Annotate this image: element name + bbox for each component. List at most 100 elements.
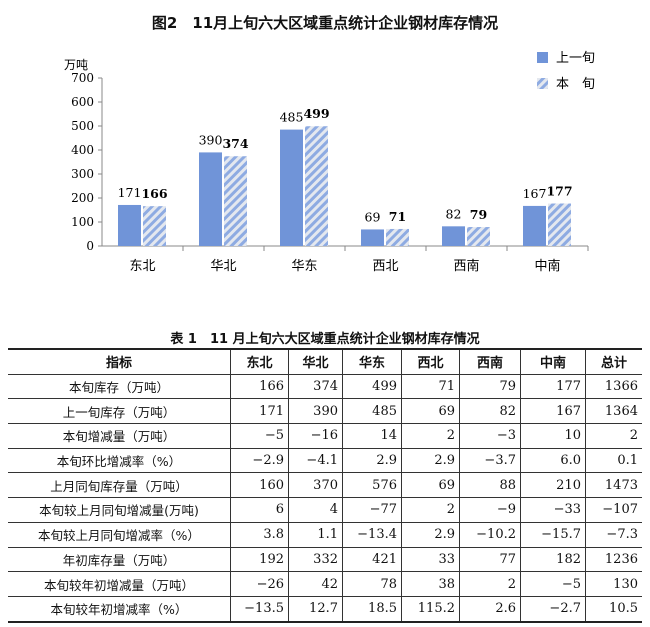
- table-cell: 69: [401, 472, 460, 499]
- table-cell: 210: [520, 472, 586, 499]
- table-row: 年初库存量（万吨） 192 332 421 33 77 182 1236: [8, 546, 642, 573]
- table-cell: −10.2: [459, 521, 521, 548]
- table-row: 本旬较上月同旬增减率（%） 3.8 1.1 −13.4 2.9 −10.2 −15.7 −7.…: [8, 521, 642, 548]
- column-header: 指标: [8, 347, 231, 375]
- row-label: 本旬增减量（万吨）: [8, 423, 231, 449]
- table-cell: −107: [585, 497, 642, 523]
- table-cell: 71: [401, 373, 460, 400]
- table-cell: −33: [520, 497, 586, 523]
- table-cell: 2.9: [401, 447, 460, 474]
- table-cell: 421: [342, 546, 402, 573]
- table-cell: 2: [401, 423, 460, 449]
- column-header: 西北: [401, 347, 460, 375]
- table-cell: 4: [288, 497, 343, 523]
- x-tick-label: 华东: [291, 259, 317, 274]
- table-cell: 166: [230, 373, 289, 400]
- chart-title: 图2 11月上旬六大区域重点统计企业钢材库存情况: [151, 14, 499, 32]
- table-cell: 33: [401, 546, 460, 573]
- x-tick-label: 西南: [453, 258, 479, 274]
- table-cell: 38: [401, 571, 460, 597]
- table-cell: 2: [401, 497, 460, 523]
- table-cell: −5: [230, 423, 289, 449]
- table-cell: 88: [459, 472, 521, 499]
- column-header: 东北: [230, 347, 289, 375]
- bar-previous: [361, 229, 384, 246]
- column-header: 中南: [520, 347, 586, 375]
- bar-chart: 万吨 0 100 200 300 400 500 600 700 东北 171 166 华北 390 374…: [64, 51, 595, 274]
- table-cell: 374: [288, 373, 343, 400]
- bar-current: [548, 203, 571, 246]
- y-tick-label: 400: [71, 143, 94, 157]
- table-cell: 18.5: [342, 595, 402, 623]
- column-header: 西南: [459, 347, 521, 375]
- data-label: 82: [446, 206, 462, 221]
- legend-label: 上一旬: [556, 51, 595, 66]
- table-cell: 2: [459, 571, 521, 597]
- table-cell: 12.7: [288, 595, 343, 623]
- table-cell: 2.6: [459, 595, 521, 623]
- table-cell: 1.1: [288, 521, 343, 548]
- y-axis-label: 万吨: [64, 58, 88, 72]
- table-cell: −15.7: [520, 521, 586, 548]
- bar-previous: [280, 129, 303, 246]
- data-label: 177: [546, 184, 572, 199]
- table-cell: 79: [459, 373, 521, 400]
- table-cell: 6.0: [520, 447, 586, 474]
- row-label: 本旬较上月同旬增减率（%）: [8, 521, 231, 548]
- table-cell: 78: [342, 571, 402, 597]
- table-row: 本旬较上月同旬增减量(万吨) 6 4 −77 2 −9 −33 −107: [8, 497, 642, 523]
- table-cell: −13.5: [230, 595, 289, 623]
- table-cell: −2.7: [520, 595, 586, 623]
- row-label: 本旬较上月同旬增减量(万吨): [8, 497, 231, 523]
- row-label: 上一旬库存（万吨）: [8, 398, 231, 425]
- bar-current: [386, 228, 409, 246]
- y-tick-label: 600: [71, 95, 94, 109]
- table-cell: 14: [342, 423, 402, 449]
- table-cell: 370: [288, 472, 343, 499]
- row-label: 本旬较年初增减量（万吨）: [8, 571, 231, 597]
- table-row: 本旬环比增减率（%） −2.9 −4.1 2.9 2.9 −3.7 6.0 0.1: [8, 447, 642, 474]
- data-label: 71: [389, 209, 406, 224]
- table-cell: 82: [459, 398, 521, 425]
- table-cell: 499: [342, 373, 402, 400]
- y-tick-label: 200: [71, 191, 94, 205]
- row-label: 本旬库存（万吨）: [8, 373, 231, 400]
- data-label: 485: [280, 110, 304, 125]
- y-tick-label: 300: [71, 167, 94, 181]
- table-row: 本旬较年初增减率（%） −13.5 12.7 18.5 115.2 2.6 −2.7 10.5: [8, 595, 642, 623]
- legend-swatch: [537, 52, 548, 63]
- legend-label: 本 旬: [556, 77, 595, 92]
- table-cell: −77: [342, 497, 402, 523]
- table-cell: 192: [230, 546, 289, 573]
- row-label: 本旬较年初增减率（%）: [8, 595, 231, 623]
- data-label: 166: [141, 186, 167, 201]
- table-cell: 1364: [585, 398, 642, 425]
- x-tick-label: 华北: [210, 259, 236, 274]
- bar-current: [224, 156, 247, 246]
- table-row: 本旬较年初增减量（万吨） −26 42 78 38 2 −5 130: [8, 571, 642, 597]
- table-cell: −13.4: [342, 521, 402, 548]
- table-row: 本旬增减量（万吨） −5 −16 14 2 −3 10 2: [8, 423, 642, 449]
- table-cell: 10.5: [585, 595, 642, 623]
- data-label: 171: [118, 185, 142, 200]
- x-tick-label: 东北: [129, 259, 155, 274]
- data-label: 79: [470, 207, 487, 222]
- data-label: 69: [365, 209, 381, 224]
- table-cell: −3.7: [459, 447, 521, 474]
- table-cell: −26: [230, 571, 289, 597]
- table-cell: 115.2: [401, 595, 460, 623]
- table-cell: 130: [585, 571, 642, 597]
- table-cell: 171: [230, 398, 289, 425]
- table-row: 本旬库存（万吨） 166 374 499 71 79 177 1366: [8, 373, 642, 400]
- table-cell: 3.8: [230, 521, 289, 548]
- table-cell: 10: [520, 423, 586, 449]
- legend-swatch: [537, 78, 548, 89]
- table-cell: 390: [288, 398, 343, 425]
- column-header: 华东: [342, 347, 402, 375]
- data-label: 390: [199, 132, 223, 147]
- table-cell: 77: [459, 546, 521, 573]
- bar-previous: [442, 226, 465, 246]
- y-tick-label: 500: [71, 119, 94, 133]
- table-cell: 1236: [585, 546, 642, 573]
- table-cell: 182: [520, 546, 586, 573]
